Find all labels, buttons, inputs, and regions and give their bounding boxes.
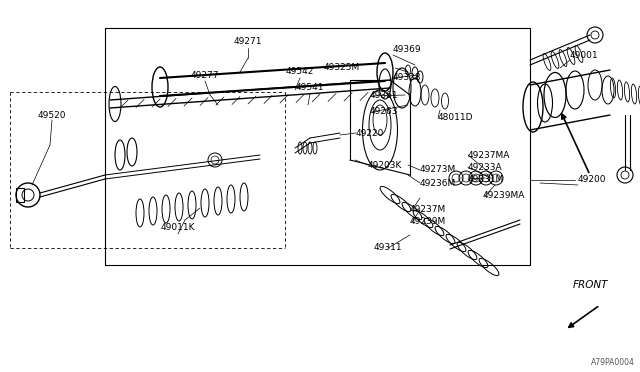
Text: 49237M: 49237M: [410, 205, 446, 215]
Text: A79PA0004: A79PA0004: [591, 358, 635, 367]
Text: 49237MA: 49237MA: [468, 151, 510, 160]
Text: 49271: 49271: [234, 38, 262, 46]
Text: 49220: 49220: [356, 128, 385, 138]
Text: 49273M: 49273M: [420, 166, 456, 174]
Text: 49542: 49542: [286, 67, 314, 77]
Text: 49239MA: 49239MA: [483, 192, 525, 201]
Text: 49361: 49361: [370, 92, 399, 100]
Text: 49325M: 49325M: [324, 64, 360, 73]
Text: 49311: 49311: [374, 244, 403, 253]
Text: 49001: 49001: [570, 51, 598, 60]
Text: FRONT: FRONT: [573, 280, 609, 290]
Text: 49203K: 49203K: [368, 160, 403, 170]
Text: 49233A: 49233A: [468, 163, 502, 171]
Text: 49200: 49200: [578, 176, 607, 185]
Text: 49328: 49328: [393, 74, 422, 83]
Text: 49011K: 49011K: [161, 224, 195, 232]
Text: 49277: 49277: [191, 71, 220, 80]
Text: 49369: 49369: [393, 45, 422, 55]
Text: 49520: 49520: [38, 110, 67, 119]
Bar: [16, 188, 24, 202]
Text: 48011D: 48011D: [438, 113, 474, 122]
Text: 49231M: 49231M: [468, 174, 504, 183]
Text: 49236M: 49236M: [420, 179, 456, 187]
Text: 49263: 49263: [370, 108, 399, 116]
Text: 49541: 49541: [296, 83, 324, 93]
Text: 49239M: 49239M: [410, 218, 446, 227]
